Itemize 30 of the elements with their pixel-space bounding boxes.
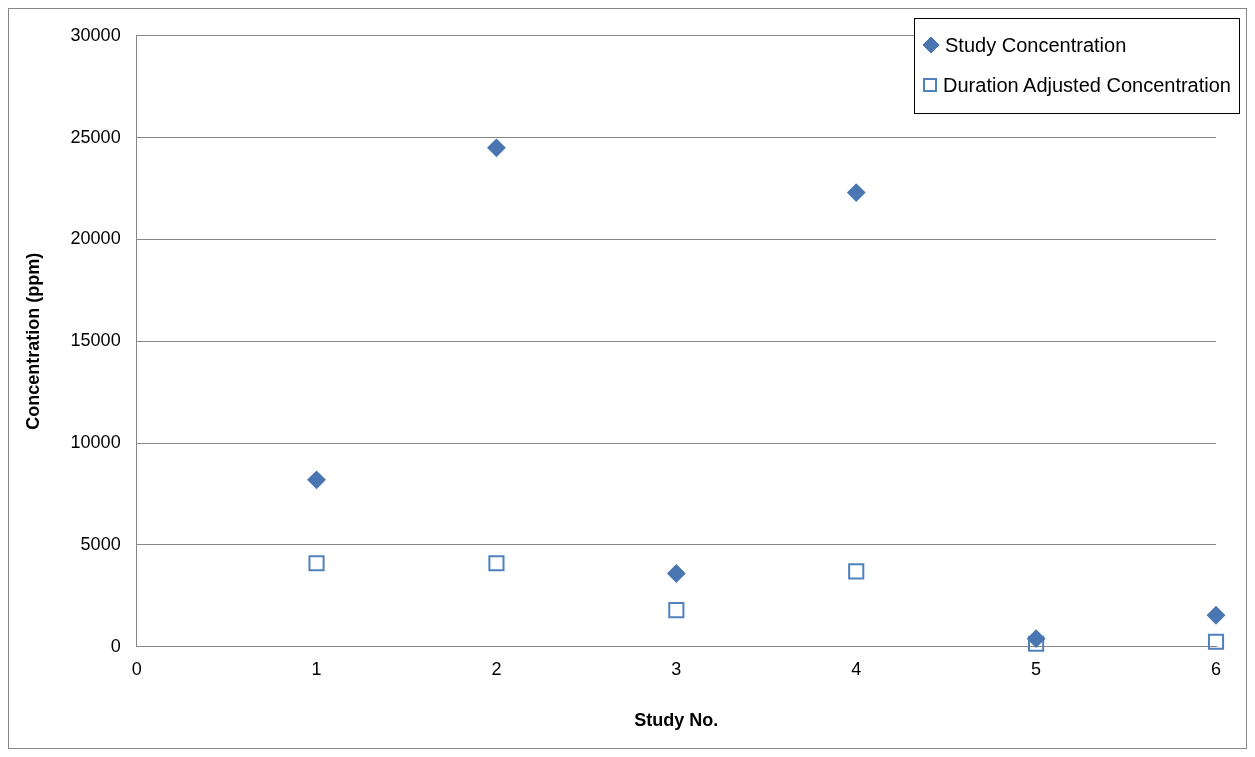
y-tick-label: 0 bbox=[110, 635, 121, 656]
point bbox=[1207, 606, 1225, 625]
legend-label: Duration Adjusted Concentration bbox=[943, 73, 1231, 97]
y-tick-label: 10000 bbox=[70, 432, 121, 453]
x-tick-label: 4 bbox=[851, 658, 862, 679]
point bbox=[307, 470, 326, 489]
point bbox=[487, 138, 506, 157]
point bbox=[1028, 635, 1045, 652]
point bbox=[488, 555, 505, 572]
legend-label: Study Concentration bbox=[945, 33, 1127, 57]
y-tick-label: 20000 bbox=[70, 228, 121, 249]
x-tick-label: 6 bbox=[1210, 658, 1222, 679]
x-tick-label: 0 bbox=[131, 658, 142, 679]
point bbox=[667, 564, 686, 583]
x-tick-label: 3 bbox=[671, 658, 682, 679]
x-axis-title: Study No. bbox=[634, 710, 719, 731]
point bbox=[847, 183, 866, 202]
y-axis-title: Concentration (ppm) bbox=[22, 252, 43, 430]
point bbox=[308, 555, 325, 572]
point bbox=[1207, 633, 1225, 650]
x-tick-label: 2 bbox=[491, 658, 502, 679]
x-tick-label: 1 bbox=[311, 658, 322, 679]
y-tick-label: 25000 bbox=[70, 126, 121, 147]
y-tick-label: 30000 bbox=[70, 24, 121, 45]
point bbox=[1027, 629, 1046, 648]
y-tick-label: 15000 bbox=[70, 330, 121, 351]
point bbox=[848, 563, 865, 580]
y-tick-label: 5000 bbox=[80, 533, 121, 554]
x-tick-label: 5 bbox=[1031, 658, 1042, 679]
point bbox=[668, 602, 685, 619]
